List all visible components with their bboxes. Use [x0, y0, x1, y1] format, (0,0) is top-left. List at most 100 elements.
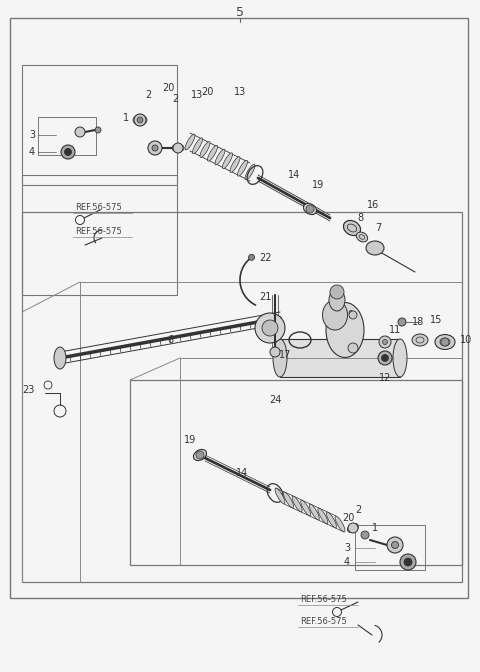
Text: 19: 19	[312, 180, 324, 190]
Ellipse shape	[230, 157, 240, 173]
Text: 2: 2	[172, 94, 178, 104]
Bar	[22, 65, 177, 185]
Text: 12: 12	[379, 373, 391, 383]
Circle shape	[382, 355, 388, 362]
Ellipse shape	[326, 512, 336, 528]
Bar	[130, 380, 462, 565]
Text: 2: 2	[145, 90, 151, 100]
Bar	[38, 117, 96, 155]
Ellipse shape	[275, 488, 285, 504]
Ellipse shape	[192, 138, 203, 154]
Text: 9: 9	[347, 310, 353, 320]
Ellipse shape	[273, 339, 287, 377]
Bar	[22, 175, 177, 295]
Ellipse shape	[292, 496, 302, 512]
Text: 1: 1	[372, 523, 378, 533]
Ellipse shape	[238, 161, 248, 176]
Text: 13: 13	[234, 87, 246, 97]
Text: 18: 18	[412, 317, 424, 327]
Text: 23: 23	[22, 385, 34, 395]
Text: 17: 17	[279, 350, 291, 360]
Ellipse shape	[215, 149, 225, 165]
Circle shape	[404, 558, 412, 566]
Circle shape	[400, 554, 416, 570]
Text: REF.56-575: REF.56-575	[75, 228, 122, 237]
Text: 2: 2	[355, 505, 361, 515]
Text: 21: 21	[259, 292, 271, 302]
Ellipse shape	[329, 289, 345, 311]
Text: 4: 4	[344, 557, 350, 567]
Ellipse shape	[255, 313, 285, 343]
Text: 15: 15	[430, 315, 443, 325]
Text: 8: 8	[357, 213, 363, 223]
Ellipse shape	[435, 335, 455, 349]
Circle shape	[152, 145, 158, 151]
Circle shape	[61, 145, 75, 159]
Circle shape	[387, 537, 403, 553]
Circle shape	[398, 318, 406, 326]
Circle shape	[348, 343, 358, 353]
Text: 1: 1	[123, 113, 129, 123]
Circle shape	[75, 127, 85, 137]
Circle shape	[392, 542, 398, 548]
Circle shape	[383, 339, 387, 345]
Text: 20: 20	[342, 513, 354, 523]
Ellipse shape	[366, 241, 384, 255]
Bar	[355, 525, 425, 570]
Ellipse shape	[335, 516, 345, 532]
Ellipse shape	[393, 339, 407, 377]
Ellipse shape	[185, 134, 195, 150]
Circle shape	[249, 254, 254, 260]
Circle shape	[95, 127, 101, 133]
Circle shape	[349, 311, 357, 319]
Circle shape	[378, 351, 392, 365]
Circle shape	[348, 523, 358, 533]
Ellipse shape	[54, 347, 66, 369]
Ellipse shape	[440, 338, 450, 346]
Circle shape	[306, 205, 314, 213]
Text: 14: 14	[288, 170, 300, 180]
Circle shape	[361, 531, 369, 539]
Text: 6: 6	[167, 335, 173, 345]
Ellipse shape	[303, 204, 316, 214]
Text: 3: 3	[344, 543, 350, 553]
Text: 10: 10	[460, 335, 472, 345]
Text: 16: 16	[367, 200, 379, 210]
Circle shape	[196, 451, 204, 459]
Ellipse shape	[344, 220, 360, 236]
Text: 24: 24	[269, 395, 281, 405]
Ellipse shape	[200, 142, 210, 157]
Ellipse shape	[223, 153, 232, 169]
Circle shape	[270, 347, 280, 357]
Text: 7: 7	[375, 223, 381, 233]
Circle shape	[330, 285, 344, 299]
Circle shape	[173, 143, 183, 153]
Ellipse shape	[301, 500, 311, 516]
Circle shape	[148, 141, 162, 155]
Bar	[10, 18, 468, 598]
Text: 13: 13	[191, 90, 203, 100]
Ellipse shape	[323, 300, 348, 330]
Bar	[280, 339, 400, 377]
Ellipse shape	[412, 334, 428, 346]
Text: 14: 14	[236, 468, 248, 478]
Text: 4: 4	[29, 147, 35, 157]
Text: 20: 20	[162, 83, 174, 93]
Circle shape	[134, 114, 146, 126]
Text: 19: 19	[184, 435, 196, 445]
Circle shape	[379, 336, 391, 348]
Text: REF.56-575: REF.56-575	[300, 618, 347, 626]
Text: 20: 20	[201, 87, 213, 97]
Text: 22: 22	[259, 253, 271, 263]
Ellipse shape	[326, 302, 364, 358]
Bar	[22, 212, 462, 582]
Text: 3: 3	[29, 130, 35, 140]
Text: REF.56-575: REF.56-575	[75, 204, 122, 212]
Ellipse shape	[207, 145, 217, 161]
Circle shape	[441, 338, 449, 346]
Ellipse shape	[284, 492, 294, 508]
Ellipse shape	[309, 504, 319, 520]
Circle shape	[64, 149, 72, 155]
Ellipse shape	[262, 320, 278, 336]
Circle shape	[137, 117, 143, 123]
